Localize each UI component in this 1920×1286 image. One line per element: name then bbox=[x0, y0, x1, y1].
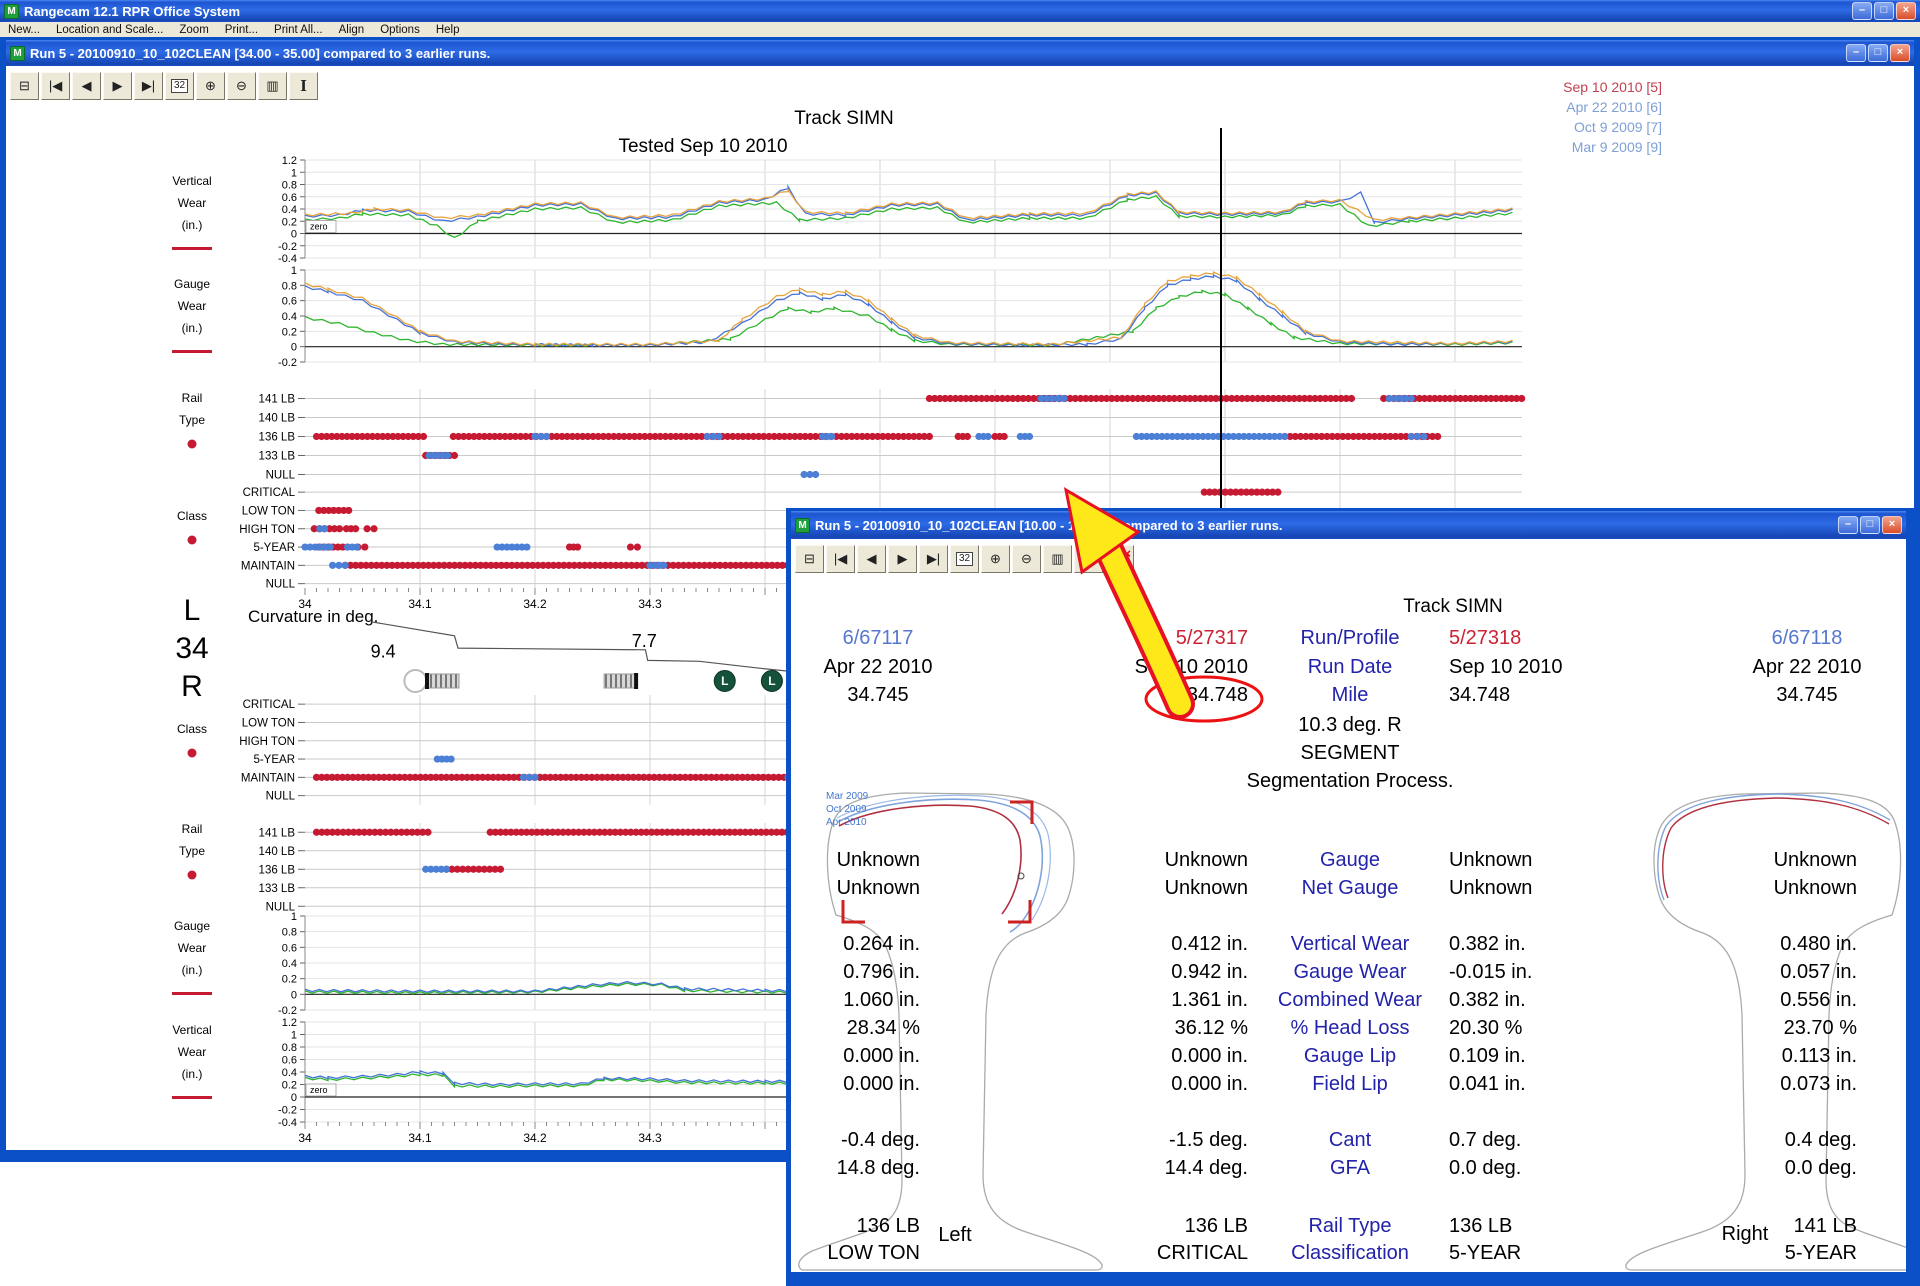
maximize-button[interactable]: □ bbox=[1868, 44, 1888, 62]
print-button[interactable]: ⊟ bbox=[795, 545, 824, 573]
maximize-button[interactable]: □ bbox=[1874, 2, 1894, 20]
rail-profile-off-icon: Ι bbox=[1116, 549, 1123, 569]
page-next-icon: ▶ bbox=[113, 78, 123, 94]
minimize-button[interactable]: – bbox=[1838, 516, 1858, 534]
page-first-icon: |◀ bbox=[49, 78, 62, 94]
zoom-in-button[interactable]: ⊕ bbox=[981, 545, 1010, 573]
maximize-button[interactable]: □ bbox=[1860, 516, 1880, 534]
ruler-button[interactable]: ▥ bbox=[1043, 545, 1072, 573]
menu-item-locationandscale[interactable]: Location and Scale... bbox=[48, 23, 171, 37]
page-next-icon: ▶ bbox=[898, 551, 908, 567]
menu-item-options[interactable]: Options bbox=[372, 23, 428, 37]
ruler-icon: ▥ bbox=[1051, 551, 1063, 567]
zoom-out-button[interactable]: ⊖ bbox=[227, 72, 256, 100]
profile-window-icon: M bbox=[795, 518, 810, 533]
zoom-out-button[interactable]: ⊖ bbox=[1012, 545, 1041, 573]
ruler-button[interactable]: ▥ bbox=[258, 72, 287, 100]
stamp-32-icon: 32 bbox=[956, 552, 973, 566]
close-button[interactable]: × bbox=[1890, 44, 1910, 62]
page-next-button[interactable]: ▶ bbox=[103, 72, 132, 100]
app-icon: M bbox=[4, 4, 19, 19]
print-icon: ⊟ bbox=[19, 78, 30, 94]
zoom-in-button[interactable]: ⊕ bbox=[196, 72, 225, 100]
page-last-button[interactable]: ▶| bbox=[134, 72, 163, 100]
charts-toolbar: ⊟ |◀ ◀ ▶ ▶| 32 ⊕ ⊖ ▥ Ι bbox=[6, 69, 1914, 103]
page-prev-button[interactable]: ◀ bbox=[72, 72, 101, 100]
zoom-in-icon: ⊕ bbox=[990, 551, 1001, 567]
charts-window-titlebar[interactable]: M Run 5 - 20100910_10_102CLEAN [34.00 - … bbox=[6, 40, 1914, 66]
page-first-button[interactable]: |◀ bbox=[826, 545, 855, 573]
profile-toolbar: ⊟|◀◀▶▶|32⊕⊖▥ΙΙ× bbox=[791, 542, 1906, 576]
rail-profile-button[interactable]: Ι bbox=[289, 72, 318, 100]
minimize-button[interactable]: – bbox=[1846, 44, 1866, 62]
profile-window: M Run 5 - 20100910_10_102CLEAN [10.00 - … bbox=[786, 508, 1920, 1286]
rail-profile-icon: Ι bbox=[300, 76, 307, 96]
profile-window-title: Run 5 - 20100910_10_102CLEAN [10.00 - 10… bbox=[815, 518, 1283, 533]
profile-window-titlebar[interactable]: M Run 5 - 20100910_10_102CLEAN [10.00 - … bbox=[791, 511, 1906, 539]
menu-item-print[interactable]: Print... bbox=[217, 23, 266, 37]
menu-item-help[interactable]: Help bbox=[428, 23, 468, 37]
zoom-out-icon: ⊖ bbox=[1021, 551, 1032, 567]
zoom-out-icon: ⊖ bbox=[236, 78, 247, 94]
page-prev-icon: ◀ bbox=[867, 551, 877, 567]
rail-profile-off-button[interactable]: Ι× bbox=[1105, 545, 1134, 573]
menu-item-printall[interactable]: Print All... bbox=[266, 23, 331, 37]
page-first-button[interactable]: |◀ bbox=[41, 72, 70, 100]
minimize-button[interactable]: – bbox=[1852, 2, 1872, 20]
page-next-button[interactable]: ▶ bbox=[888, 545, 917, 573]
charts-window-icon: M bbox=[10, 46, 25, 61]
menu-item-align[interactable]: Align bbox=[331, 23, 373, 37]
close-button[interactable]: × bbox=[1882, 516, 1902, 534]
app-titlebar[interactable]: M Rangecam 12.1 RPR Office System –□× bbox=[0, 0, 1920, 22]
page-prev-button[interactable]: ◀ bbox=[857, 545, 886, 573]
stamp-32-icon: 32 bbox=[171, 79, 188, 93]
app-title: Rangecam 12.1 RPR Office System bbox=[24, 4, 240, 19]
print-icon: ⊟ bbox=[804, 551, 815, 567]
stamp-32-button[interactable]: 32 bbox=[950, 545, 979, 573]
page-first-icon: |◀ bbox=[834, 551, 847, 567]
page-last-icon: ▶| bbox=[142, 78, 155, 94]
menu-item-zoom[interactable]: Zoom bbox=[171, 23, 216, 37]
print-button[interactable]: ⊟ bbox=[10, 72, 39, 100]
close-button[interactable]: × bbox=[1896, 2, 1916, 20]
page-last-icon: ▶| bbox=[927, 551, 940, 567]
stamp-32-button[interactable]: 32 bbox=[165, 72, 194, 100]
page-prev-icon: ◀ bbox=[82, 78, 92, 94]
charts-window-title: Run 5 - 20100910_10_102CLEAN [34.00 - 35… bbox=[30, 46, 490, 61]
zoom-in-icon: ⊕ bbox=[205, 78, 216, 94]
desktop: M Rangecam 12.1 RPR Office System –□× Ne… bbox=[0, 0, 1920, 1286]
rail-profile-icon: Ι bbox=[1085, 549, 1092, 569]
ruler-icon: ▥ bbox=[266, 78, 278, 94]
menu-bar: New...Location and Scale...ZoomPrint...P… bbox=[0, 22, 1920, 38]
rail-profile-button[interactable]: Ι bbox=[1074, 545, 1103, 573]
menu-item-new[interactable]: New... bbox=[0, 23, 48, 37]
page-last-button[interactable]: ▶| bbox=[919, 545, 948, 573]
disabled-x-icon: × bbox=[1123, 546, 1131, 561]
